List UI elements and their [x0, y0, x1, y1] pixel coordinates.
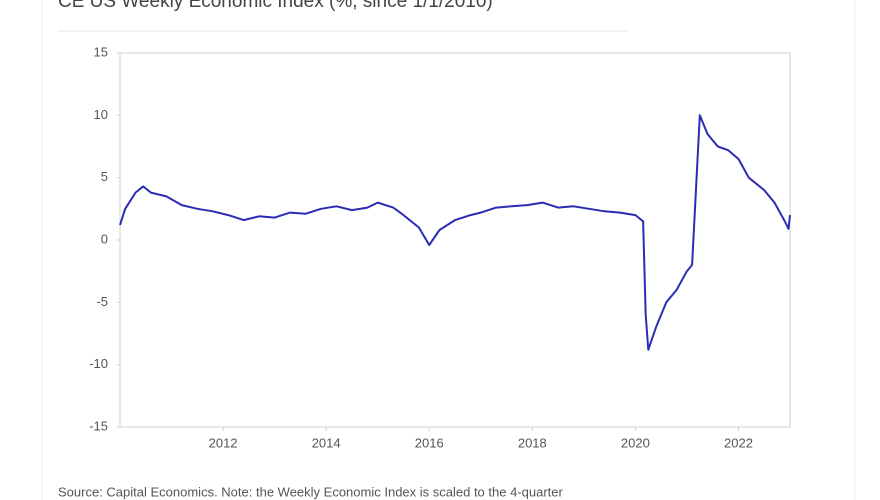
plot-frame — [119, 52, 791, 428]
y-tick-label: 10 — [94, 107, 108, 122]
series-line — [119, 114, 791, 351]
y-tick-label: -15 — [89, 418, 108, 433]
x-tick-label: 2020 — [621, 435, 650, 450]
x-tick-label: 2016 — [415, 435, 444, 450]
card — [41, 0, 856, 500]
y-tick-label: 15 — [94, 44, 108, 59]
x-tick-label: 2014 — [312, 435, 341, 450]
x-tick-label: 2018 — [518, 435, 547, 450]
x-tick-label: 2012 — [209, 435, 238, 450]
y-tick-label: 5 — [101, 169, 108, 184]
source-note: Source: Capital Economics. Note: the Wee… — [58, 484, 564, 499]
y-tick-label: 0 — [101, 231, 108, 246]
chart-title: CE US Weekly Economic Index (%, since 1/… — [58, 0, 493, 12]
y-tick-label: -10 — [89, 356, 108, 371]
y-tick-label: -5 — [96, 294, 108, 309]
x-tick-label: 2022 — [724, 435, 753, 450]
